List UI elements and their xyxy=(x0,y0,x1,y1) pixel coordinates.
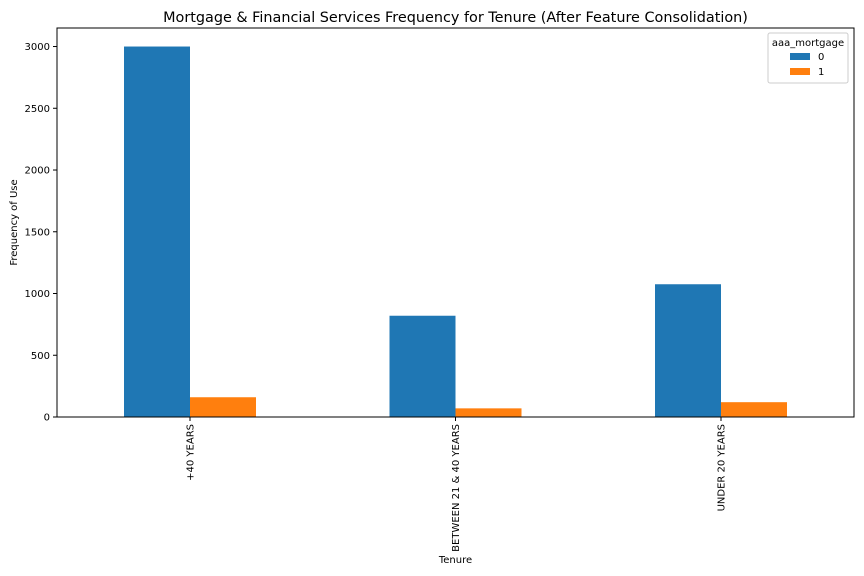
y-tick-label: 0 xyxy=(44,413,50,424)
bar-series-1-cat-1 xyxy=(455,408,522,417)
plot-frame xyxy=(56,27,855,418)
bars-group xyxy=(124,46,787,418)
x-tick-label: UNDER 20 YEARS xyxy=(717,424,728,511)
legend-swatch-1 xyxy=(790,68,810,75)
y-axis-ticks: 0 500 1000 1500 2000 2500 3000 xyxy=(25,42,57,424)
x-axis-label: Tenure xyxy=(438,555,472,566)
bar-series-0-cat-0 xyxy=(124,46,190,418)
y-tick-label: 2500 xyxy=(25,104,50,115)
y-axis-label: Frequency of Use xyxy=(9,179,20,265)
chart-title: Mortgage & Financial Services Frequency … xyxy=(163,10,748,26)
y-tick-label: 2000 xyxy=(25,166,50,177)
x-axis-ticks: +40 YEARS BETWEEN 21 & 40 YEARS UNDER 20 Y… xyxy=(186,417,728,552)
legend-label-1: 1 xyxy=(818,67,824,78)
legend-items: 01 xyxy=(790,52,824,78)
bar-series-1-cat-0 xyxy=(190,397,256,417)
y-tick-label: 500 xyxy=(31,351,50,362)
y-tick-label: 3000 xyxy=(25,42,50,53)
legend-label-0: 0 xyxy=(818,52,824,63)
x-tick-label: BETWEEN 21 & 40 YEARS xyxy=(451,424,462,552)
bar-series-0-cat-2 xyxy=(655,284,721,417)
y-tick-label: 1000 xyxy=(25,289,50,300)
x-tick-label: +40 YEARS xyxy=(186,424,197,481)
legend-swatch-0 xyxy=(790,53,810,60)
legend-title: aaa_mortgage xyxy=(772,38,844,49)
y-tick-label: 1500 xyxy=(25,227,50,238)
bar-series-0-cat-1 xyxy=(389,315,456,417)
bar-series-1-cat-2 xyxy=(721,402,787,417)
legend: aaa_mortgage 01 xyxy=(767,32,849,84)
